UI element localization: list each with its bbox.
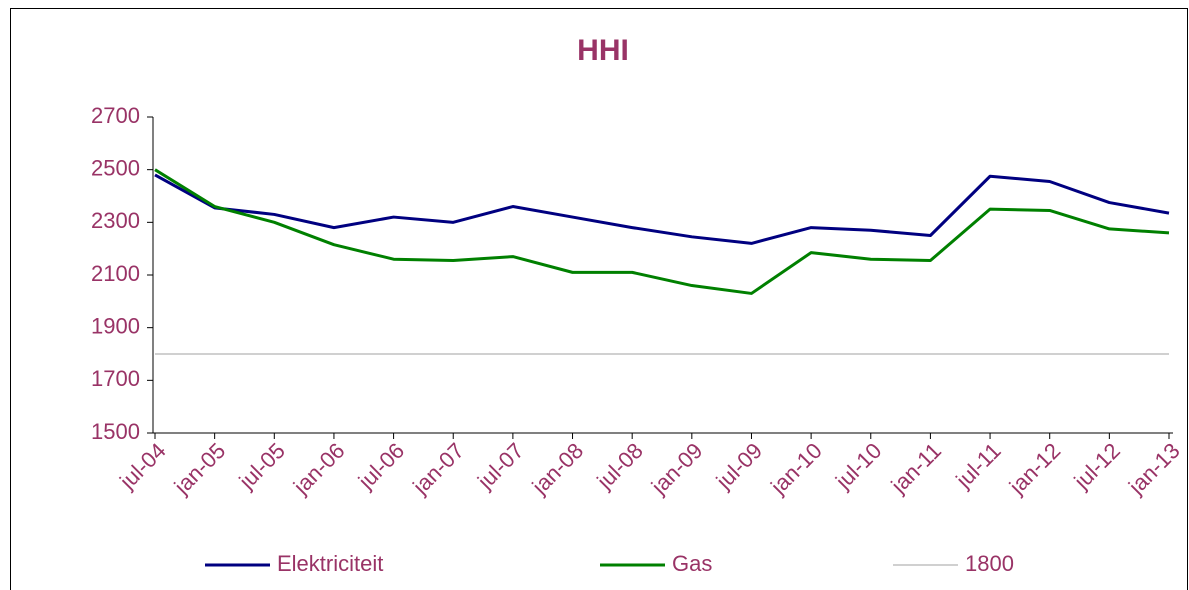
x-tick-label: jan-08 bbox=[527, 438, 589, 500]
x-tick-label: jan-06 bbox=[288, 438, 350, 500]
x-tick-label: jul-06 bbox=[353, 438, 409, 494]
x-tick-label: jan-05 bbox=[169, 438, 231, 500]
x-tick-label: jul-09 bbox=[711, 438, 767, 494]
x-tick-label: jul-07 bbox=[472, 438, 528, 494]
x-tick-label: jan-09 bbox=[646, 438, 708, 500]
x-tick-label: jan-11 bbox=[886, 438, 946, 498]
legend-label: Gas bbox=[672, 551, 712, 576]
y-tick-label: 1900 bbox=[91, 313, 140, 338]
x-tick-label: jul-08 bbox=[591, 438, 647, 494]
x-tick-label: jul-12 bbox=[1069, 438, 1125, 494]
y-tick-label: 1500 bbox=[91, 419, 140, 444]
x-tick-label: jul-10 bbox=[830, 438, 886, 494]
y-tick-label: 2300 bbox=[91, 208, 140, 233]
x-tick-label: jul-11 bbox=[950, 438, 1005, 493]
y-tick-label: 2100 bbox=[91, 261, 140, 286]
y-tick-label: 2500 bbox=[91, 155, 140, 180]
x-tick-label: jan-12 bbox=[1004, 438, 1066, 500]
series-line bbox=[154, 173, 1170, 245]
x-tick-label: jan-10 bbox=[765, 438, 827, 500]
x-tick-label: jul-04 bbox=[114, 438, 170, 494]
y-tick-label: 2700 bbox=[91, 103, 140, 128]
chart-title: HHI bbox=[577, 34, 629, 67]
legend-label: Elektriciteit bbox=[277, 551, 383, 576]
y-tick-label: 1700 bbox=[91, 366, 140, 391]
legend-label: 1800 bbox=[965, 551, 1014, 576]
x-tick-label: jan-13 bbox=[1123, 438, 1185, 500]
x-tick-label: jan-07 bbox=[407, 438, 469, 500]
x-tick-label: jul-05 bbox=[234, 438, 290, 494]
chart-frame bbox=[10, 8, 1188, 590]
series-line bbox=[154, 168, 1170, 295]
